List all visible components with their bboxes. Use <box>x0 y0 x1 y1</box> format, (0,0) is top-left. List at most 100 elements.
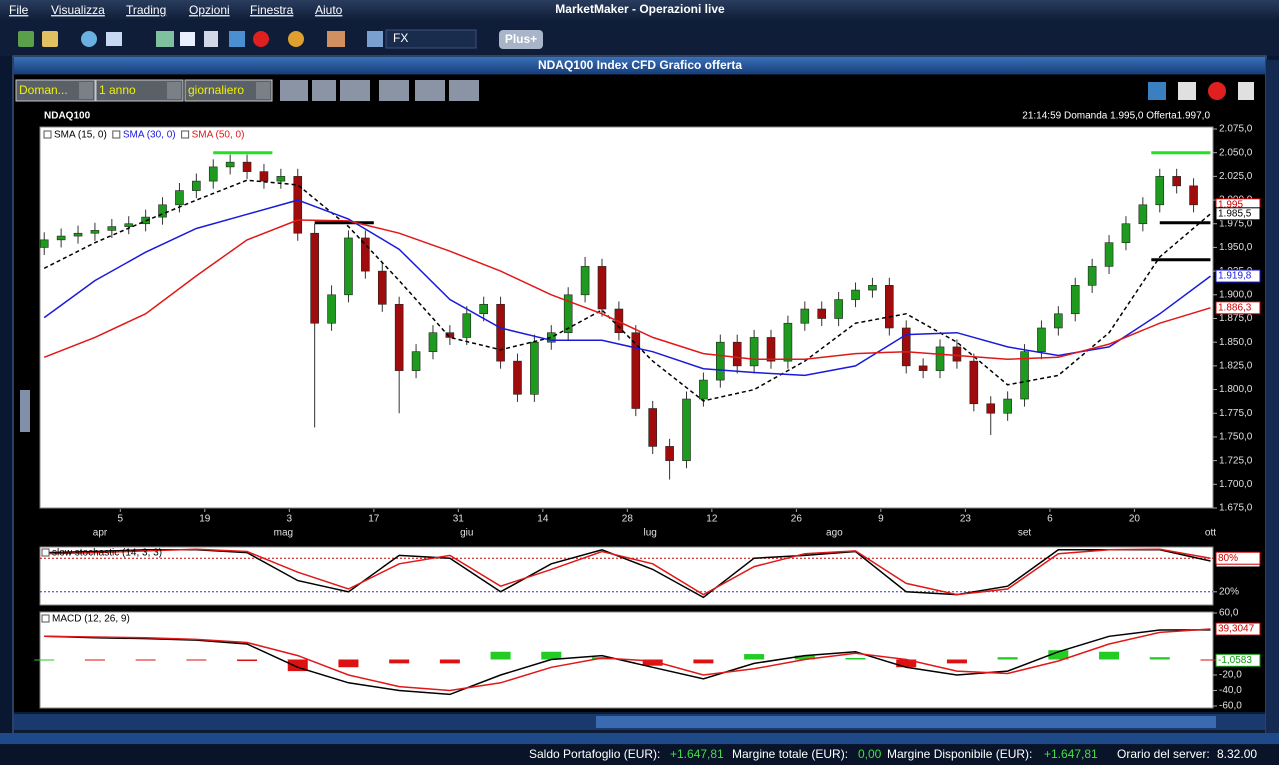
price-marker <box>1215 207 1261 221</box>
panel-title: slow stochastic (14, 3, 3) <box>52 548 162 559</box>
v-scrollbar[interactable] <box>1266 60 1279 740</box>
month-label: set <box>1018 528 1032 539</box>
histogram-bar <box>896 659 917 668</box>
price-marker <box>1215 269 1261 283</box>
series-line <box>44 629 1211 696</box>
x-tick-label: 14 <box>537 514 549 525</box>
market-select[interactable] <box>385 29 477 49</box>
histogram-bar <box>997 657 1018 660</box>
side-handle[interactable] <box>20 390 30 432</box>
candle-body <box>1087 266 1097 286</box>
tool[interactable] <box>280 80 308 101</box>
icon[interactable] <box>106 32 122 46</box>
price-marker-label: 1.886,3 <box>1218 302 1252 313</box>
x-tick-label: 17 <box>368 514 380 525</box>
menu-item[interactable]: Opzioni <box>189 3 230 17</box>
tool[interactable] <box>1148 82 1166 100</box>
price-marker <box>1215 301 1261 315</box>
histogram-bar <box>744 654 765 660</box>
candle-body <box>73 232 83 237</box>
tool[interactable] <box>1208 82 1226 100</box>
candle-body <box>817 308 827 319</box>
candle-body <box>648 408 657 447</box>
icon[interactable] <box>288 31 304 47</box>
candle-body <box>208 166 218 182</box>
candle-body <box>90 230 100 234</box>
price-marker-label: 1.919,8 <box>1218 271 1252 282</box>
tool[interactable] <box>1238 82 1254 100</box>
histogram-bar <box>186 659 207 661</box>
candle-body <box>462 313 472 338</box>
candle-body <box>935 346 945 371</box>
month-label: mag <box>274 528 293 539</box>
status-label: Margine Disponibile (EUR): <box>887 747 1032 761</box>
tool[interactable] <box>1178 82 1196 100</box>
tool[interactable] <box>415 80 445 101</box>
selectors: Doman... 1 anno giornaliero <box>15 79 273 102</box>
tool[interactable] <box>340 80 370 101</box>
candle-body <box>834 299 843 319</box>
candle-body <box>580 266 590 296</box>
candle-body <box>479 303 488 315</box>
candle-body <box>496 303 505 362</box>
candle-body <box>327 294 336 324</box>
y-tick-label: 1.850,0 <box>1219 337 1253 348</box>
menu-item[interactable]: Finestra <box>250 3 294 17</box>
plus-label[interactable]: Plus+ <box>505 32 537 46</box>
plus-button[interactable] <box>499 30 543 49</box>
candle-body <box>310 232 319 324</box>
candle-body <box>513 360 522 395</box>
y-tick-label: 1.900,0 <box>1219 289 1253 300</box>
histogram-bar <box>237 659 258 662</box>
price-marker-label: 80% <box>1218 553 1238 564</box>
candle-body <box>428 332 438 352</box>
chart-title: NDAQ100 <box>44 111 91 122</box>
scroll-thumb[interactable] <box>596 716 1216 728</box>
icon[interactable] <box>42 31 58 47</box>
status-label: Orario del server: <box>1117 747 1210 761</box>
tool[interactable] <box>379 80 409 101</box>
status-value: +1.647,81 <box>670 747 724 761</box>
menu-bar <box>0 0 1279 21</box>
icon[interactable] <box>156 31 174 47</box>
icon[interactable] <box>327 31 345 47</box>
month-label: apr <box>93 528 108 539</box>
menu-item[interactable]: Visualizza <box>51 3 105 17</box>
menu-item[interactable]: File <box>9 3 29 17</box>
icon[interactable] <box>367 31 383 47</box>
candle-body <box>192 180 201 191</box>
legend-label: SMA (50, 0) <box>192 130 245 141</box>
candle-body <box>749 337 759 367</box>
icon[interactable] <box>180 32 195 46</box>
dropdown[interactable] <box>95 79 184 102</box>
icon[interactable] <box>18 31 34 47</box>
histogram-bar <box>1048 650 1069 660</box>
bottom-scroll[interactable] <box>0 733 1279 744</box>
y-tick-label: 1.775,0 <box>1219 408 1253 419</box>
histogram-bar <box>490 651 511 660</box>
candle-body <box>1037 327 1046 352</box>
histogram-bar <box>34 659 55 661</box>
candle-body <box>732 341 742 367</box>
x-tick-label: 19 <box>199 514 211 525</box>
icon[interactable] <box>204 31 218 47</box>
tool[interactable] <box>449 80 479 101</box>
candle-body <box>1070 285 1080 315</box>
dropdown[interactable] <box>184 79 273 102</box>
candle-body <box>851 289 860 300</box>
histogram-bar <box>84 659 105 661</box>
icon[interactable] <box>81 31 97 47</box>
y-tick-label: -60,0 <box>1219 701 1242 712</box>
window-titlebar <box>14 57 1265 74</box>
icon[interactable] <box>229 31 245 47</box>
candle-body <box>361 237 370 272</box>
menu-item[interactable]: Aiuto <box>315 3 343 17</box>
menu-item[interactable]: Trading <box>126 3 166 17</box>
series-line <box>43 179 1211 402</box>
dropdown[interactable] <box>15 79 96 102</box>
candle-body <box>563 294 573 334</box>
icon[interactable] <box>253 31 269 47</box>
tool[interactable] <box>312 80 336 101</box>
